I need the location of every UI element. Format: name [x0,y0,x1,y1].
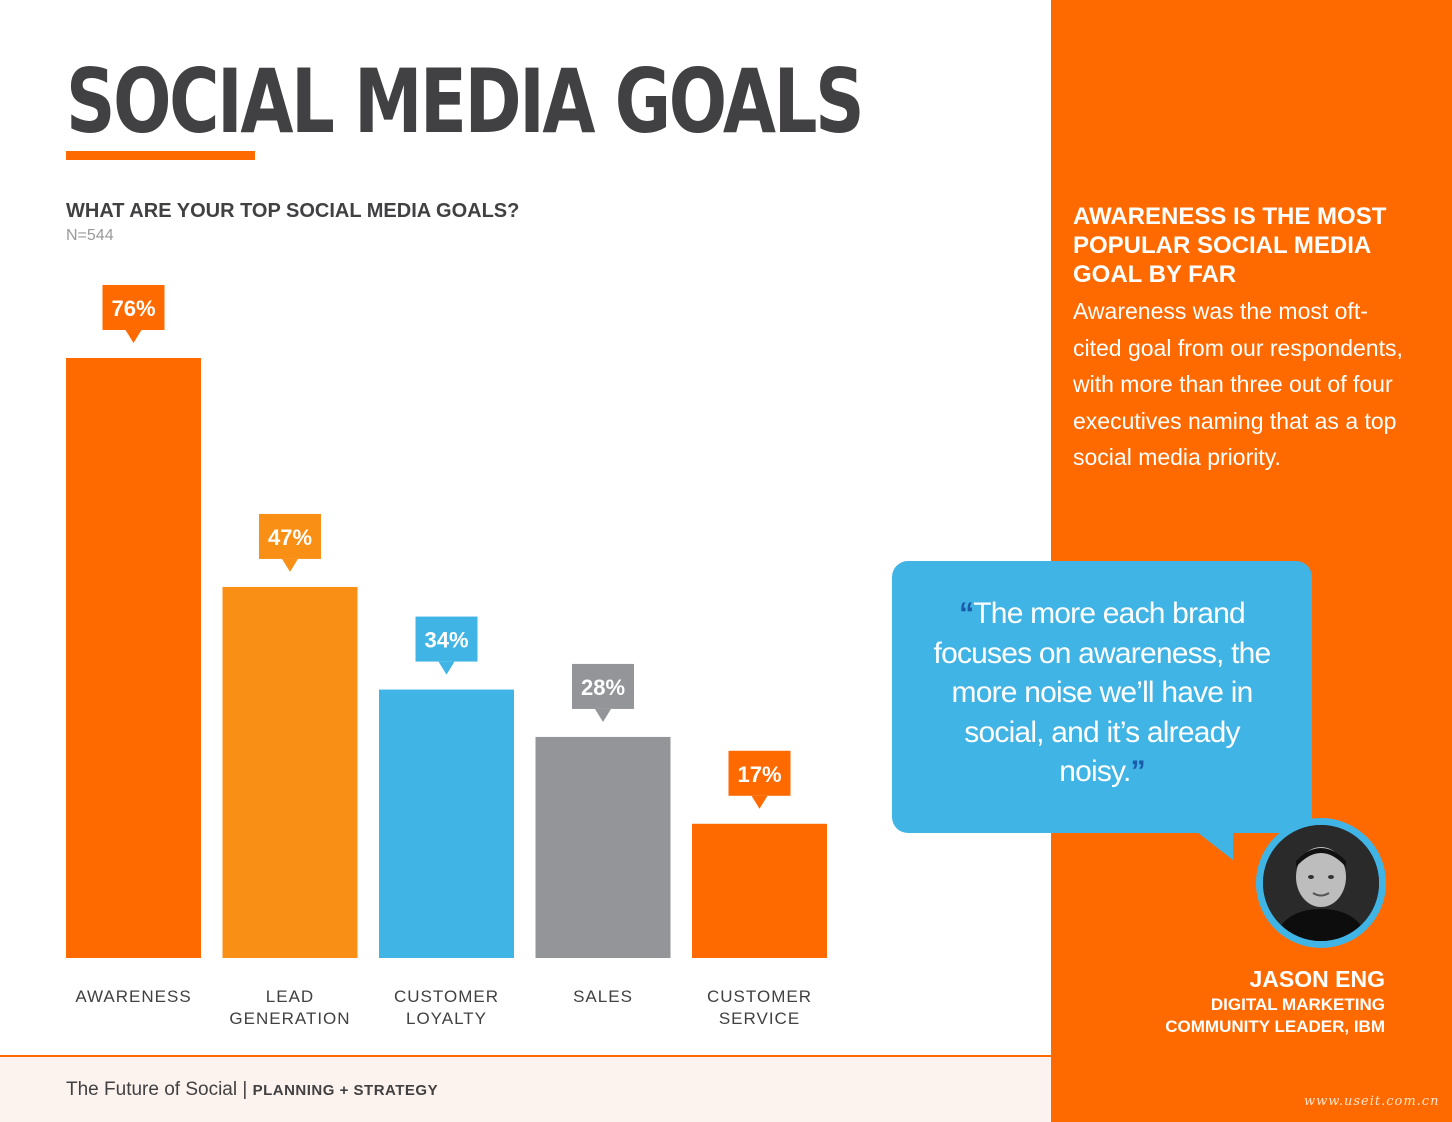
quote-bubble [892,561,1312,833]
category-label-5-line-1: CUSTOMER [707,987,812,1006]
page-title: SOCIAL MEDIA GOALS [66,50,865,153]
person-portrait-icon [1263,825,1379,941]
value-callout-3 [415,616,478,662]
bar-1 [66,357,201,959]
footer-line: The Future of Social | PLANNING + STRATE… [66,1079,438,1101]
value-label-5: 17% [737,762,781,787]
category-label-3-line-2: LOYALTY [406,1009,487,1028]
value-label-4: 28% [581,675,625,700]
sample-size: N=544 [66,227,114,244]
person-name: JASON ENG [1249,966,1385,992]
quote-body: The more each brand focuses on awareness… [933,597,1272,788]
value-callout-pointer-5 [751,795,768,809]
title-underline [66,151,255,160]
value-callout-pointer-3 [438,661,455,675]
bar-2 [222,586,358,958]
avatar [1256,818,1386,948]
person-role-line2: COMMUNITY LEADER, IBM [1165,1017,1385,1036]
bar-chart: 76% AWARENESS 47% LEAD GENERATION 34% CUSTOMER… [66,284,827,1028]
value-callout-pointer-4 [595,708,611,722]
person-role-line1: DIGITAL MARKETING [1210,995,1385,1014]
value-label-2: 47% [268,525,312,550]
category-label-4-line-1: SALES [573,987,633,1006]
bar-4 [535,736,671,958]
quote-open-mark: “ [959,597,974,630]
value-label-3: 34% [424,628,468,653]
category-label-2-line-1: LEAD [266,987,314,1006]
value-callout-2 [259,513,321,559]
value-label-1: 76% [111,296,155,321]
value-callout-4 [572,663,634,709]
footer-separator: | [237,1079,253,1100]
quote-text: “The more each brand focuses on awarenes… [932,594,1272,792]
bar-5 [692,823,827,958]
insight-heading: AWARENESS IS THE MOST POPULAR SOCIAL MED… [1073,203,1387,288]
quote-bubble-tail [1197,832,1233,860]
category-label-1-line-1: AWARENESS [75,987,191,1006]
category-label-5-line-2: SERVICE [719,1009,800,1028]
category-label-3-line-1: CUSTOMER [394,987,499,1006]
value-callout-pointer-1 [125,329,142,343]
chart-question: WHAT ARE YOUR TOP SOCIAL MEDIA GOALS? [66,200,520,222]
value-callout-5 [728,750,791,796]
value-callout-1 [102,284,165,330]
bar-3 [379,689,514,958]
footer: The Future of Social | PLANNING + STRATE… [0,1055,1051,1122]
insight-body: Awareness was the most oft-cited goal fr… [1073,298,1403,471]
footer-publication: The Future of Social [66,1079,238,1100]
category-label-2-line-2: GENERATION [229,1009,350,1028]
footer-section: PLANNING + STRATEGY [252,1082,439,1099]
person-role: DIGITAL MARKETING COMMUNITY LEADER, IBM [1090,994,1385,1038]
watermark: www.useit.com.cn [1304,1094,1440,1109]
quote-close-mark: ” [1130,755,1146,788]
value-callout-pointer-2 [282,558,298,572]
